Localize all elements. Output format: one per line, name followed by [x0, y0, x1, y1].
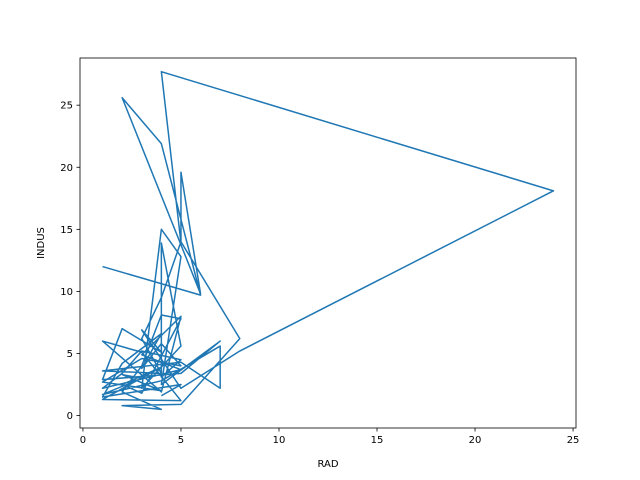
series-layer — [101, 70, 555, 411]
series-line — [101, 70, 555, 411]
plot-frame — [79, 57, 577, 429]
x-tick-label: 25 — [567, 435, 580, 446]
y-axis-ticks: 0 5 10 15 20 25 — [60, 101, 80, 422]
x-tick-label: 0 — [80, 435, 86, 446]
x-tick-label: 10 — [273, 435, 286, 446]
x-tick-label: 5 — [178, 435, 184, 446]
y-tick-label: 20 — [60, 163, 73, 174]
x-axis-label: RAD — [317, 459, 338, 470]
x-tick-label: 15 — [371, 435, 384, 446]
x-axis-ticks: 0 5 10 15 20 25 — [80, 428, 580, 446]
y-axis-label: INDUS — [36, 227, 47, 259]
y-tick-label: 5 — [67, 349, 73, 360]
y-tick-label: 25 — [60, 101, 73, 112]
y-tick-label: 10 — [60, 287, 73, 298]
x-tick-label: 20 — [469, 435, 482, 446]
y-tick-label: 15 — [60, 225, 73, 236]
y-tick-label: 0 — [67, 411, 73, 422]
